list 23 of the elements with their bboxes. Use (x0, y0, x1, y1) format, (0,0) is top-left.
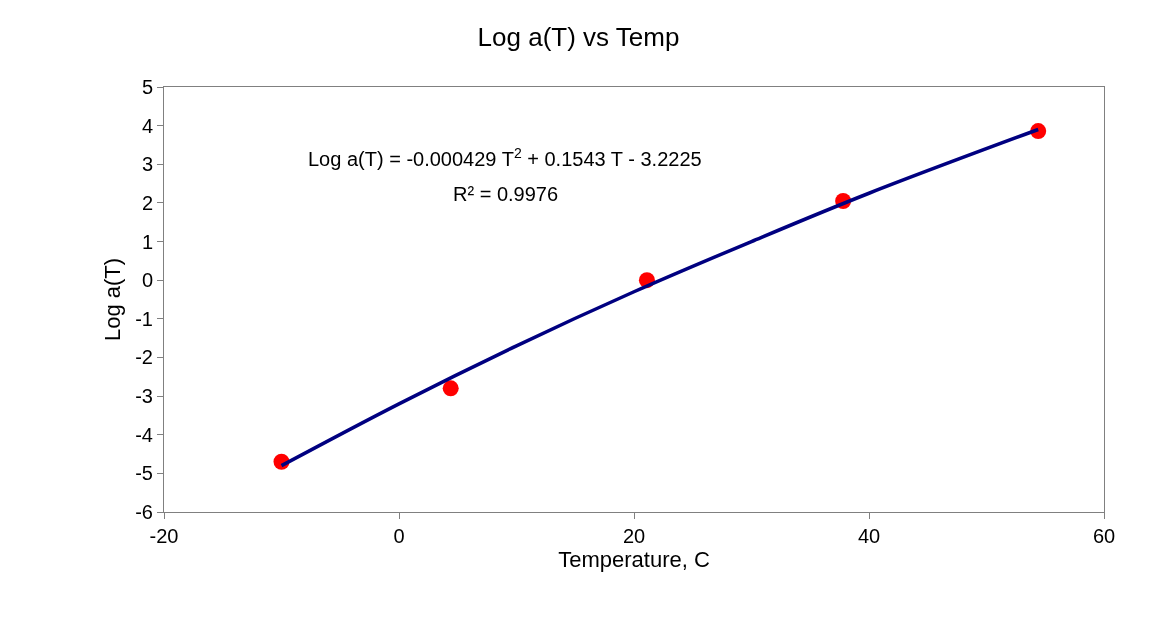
annotation: Log a(T) = -0.000429 T$^{2}$ + 0.1543 T - 3.2225 (308, 145, 702, 171)
annotation: R² = 0.9976 (453, 183, 559, 205)
x-tick-label: 40 (857, 525, 881, 547)
point (442, 380, 459, 397)
y-tick-label: -2 (135, 346, 153, 369)
y-tick-label: -3 (135, 385, 153, 408)
y-tick-label: 1 (141, 230, 153, 253)
y-tick-label: 2 (141, 191, 153, 214)
y-tick-label: -5 (135, 462, 153, 485)
y-tick-label: 0 (141, 269, 153, 292)
x-tick-label: 60 (1092, 525, 1116, 547)
x-tick-label: 20 (622, 525, 646, 547)
y-tick-label: -1 (135, 307, 153, 330)
x-tick-label: 0 (393, 525, 405, 547)
x-axis-title: Temperature, C (558, 547, 710, 572)
y-tick-label: 3 (141, 153, 153, 176)
y-axis-title: Log a(T) (100, 257, 125, 342)
chart-title: Log a(T) vs Temp (477, 22, 680, 53)
y-tick-label: 5 (141, 76, 153, 98)
y-tick-label: -4 (135, 423, 153, 446)
y-tick-label: 4 (141, 114, 153, 137)
x-tick-label: -20 (149, 525, 179, 547)
y-tick-label: -6 (135, 501, 153, 523)
